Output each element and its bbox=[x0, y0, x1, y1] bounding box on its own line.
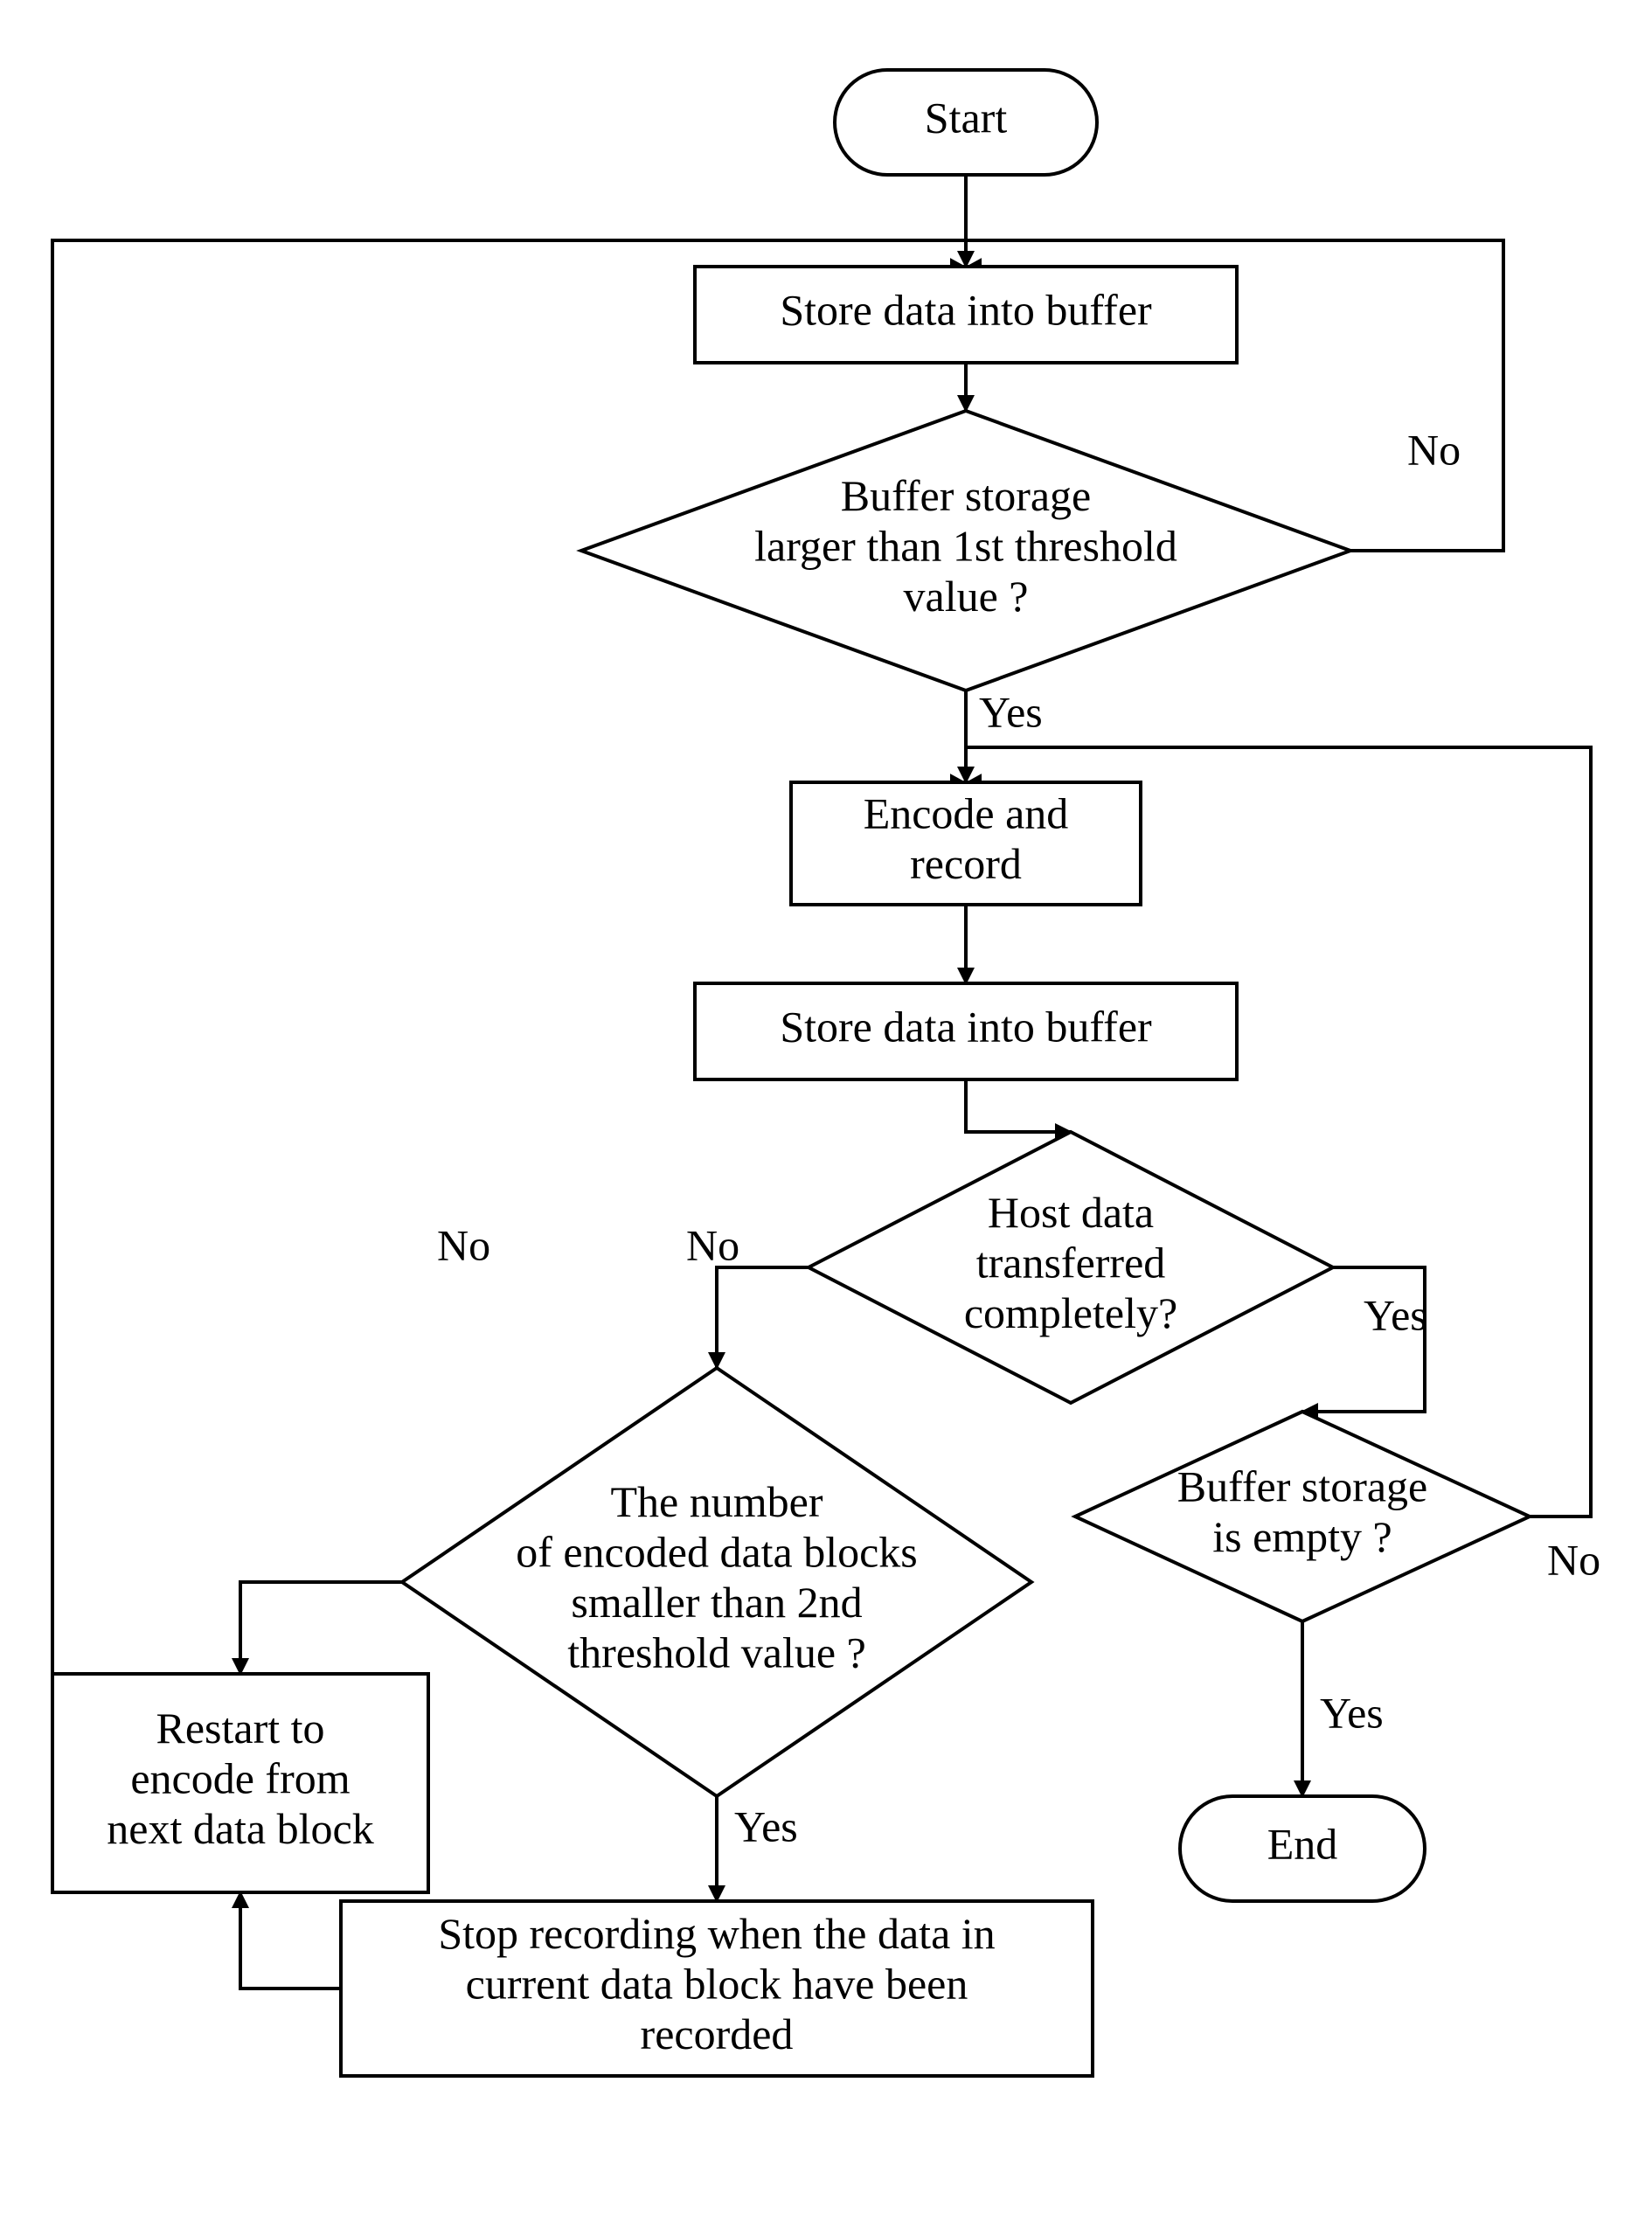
node-restart-line: encode from bbox=[130, 1753, 350, 1802]
node-d2-label: Host datatransferredcompletely? bbox=[964, 1188, 1177, 1337]
node-encode-line: Encode and bbox=[864, 789, 1069, 838]
node-d2-line: completely? bbox=[964, 1288, 1177, 1337]
edge-label-6: No bbox=[686, 1220, 739, 1269]
node-restart: Restart toencode fromnext data block bbox=[52, 1674, 428, 1892]
node-store1: Store data into buffer bbox=[695, 267, 1237, 363]
node-d4-line: threshold value ? bbox=[567, 1628, 866, 1677]
node-encode-line: record bbox=[910, 839, 1022, 888]
edge-12 bbox=[240, 1892, 341, 1989]
node-d2-line: Host data bbox=[988, 1188, 1154, 1237]
node-store1-line: Store data into buffer bbox=[780, 285, 1152, 334]
node-end-line: End bbox=[1267, 1819, 1338, 1868]
edge-7 bbox=[1302, 1267, 1425, 1412]
edge-label-11: Yes bbox=[734, 1801, 798, 1850]
node-d4-line: smaller than 2nd bbox=[571, 1578, 862, 1627]
node-d3-label: Buffer storageis empty ? bbox=[1177, 1462, 1427, 1562]
node-store2-label: Store data into buffer bbox=[780, 1002, 1152, 1051]
node-d1-line: Buffer storage bbox=[841, 471, 1091, 520]
node-d3: Buffer storageis empty ? bbox=[1075, 1412, 1530, 1621]
node-restart-line: Restart to bbox=[156, 1704, 324, 1753]
edge-label-3: Yes bbox=[979, 687, 1043, 736]
node-d4-line: of encoded data blocks bbox=[516, 1528, 918, 1577]
node-encode: Encode andrecord bbox=[791, 782, 1141, 905]
node-d4-line: The number bbox=[611, 1477, 823, 1526]
node-store2-line: Store data into buffer bbox=[780, 1002, 1152, 1051]
node-d3-line: Buffer storage bbox=[1177, 1462, 1427, 1511]
node-d1: Buffer storagelarger than 1st thresholdv… bbox=[581, 411, 1350, 691]
node-d4: The numberof encoded data blockssmaller … bbox=[402, 1368, 1031, 1796]
node-stop: Stop recording when the data incurrent d… bbox=[341, 1901, 1093, 2076]
node-start-label: Start bbox=[925, 93, 1008, 142]
node-d3-line: is empty ? bbox=[1212, 1512, 1392, 1561]
edge-6 bbox=[717, 1267, 809, 1368]
node-store2: Store data into buffer bbox=[695, 983, 1237, 1079]
edge-label-7: Yes bbox=[1364, 1290, 1427, 1339]
edge-label-2: No bbox=[1407, 425, 1461, 474]
node-start: Start bbox=[835, 70, 1097, 175]
node-d2: Host datatransferredcompletely? bbox=[809, 1132, 1333, 1403]
node-stop-line: recorded bbox=[641, 2009, 794, 2058]
node-d1-line: value ? bbox=[904, 572, 1029, 621]
edge-label-9: Yes bbox=[1320, 1688, 1384, 1737]
edge-10 bbox=[240, 1582, 402, 1674]
node-stop-line: current data block have been bbox=[466, 1959, 968, 2008]
edge-label-10: No bbox=[437, 1220, 490, 1269]
node-d1-line: larger than 1st threshold bbox=[754, 521, 1177, 570]
edge-label-8: No bbox=[1547, 1535, 1600, 1584]
node-start-line: Start bbox=[925, 93, 1008, 142]
node-end-label: End bbox=[1267, 1819, 1338, 1868]
node-store1-label: Store data into buffer bbox=[780, 285, 1152, 334]
node-stop-line: Stop recording when the data in bbox=[438, 1909, 995, 1958]
node-end: End bbox=[1180, 1796, 1425, 1901]
node-restart-line: next data block bbox=[107, 1804, 373, 1853]
node-d2-line: transferred bbox=[976, 1238, 1166, 1287]
edge-5 bbox=[966, 1079, 1071, 1132]
